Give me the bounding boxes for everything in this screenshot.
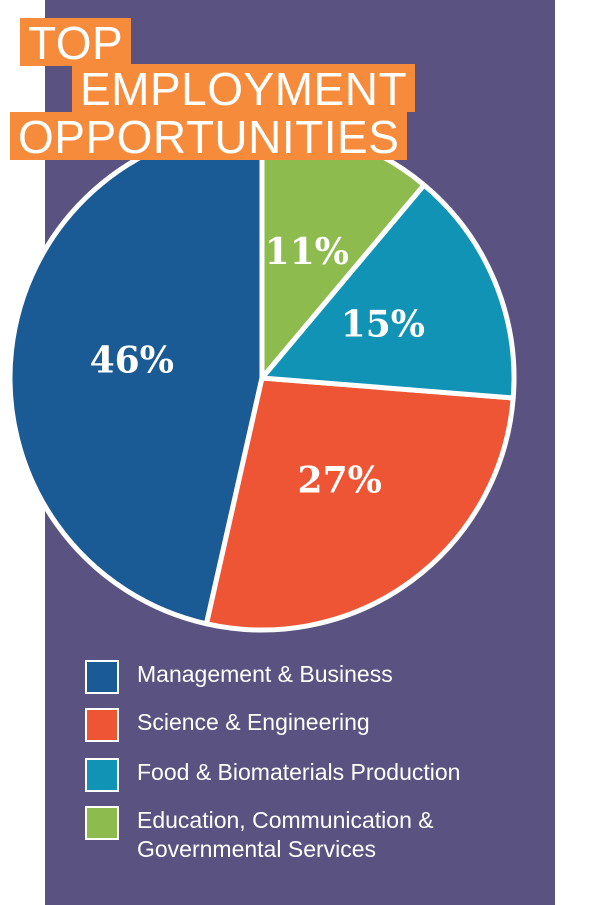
title-line: EMPLOYMENT xyxy=(72,64,416,112)
legend-swatch xyxy=(85,708,119,742)
title-line: TOP xyxy=(20,18,132,66)
legend-label: Education, Communication & Governmental … xyxy=(137,807,434,862)
legend-label: Management & Business xyxy=(137,661,393,687)
legend-swatch xyxy=(85,806,119,840)
legend-swatch xyxy=(85,660,119,694)
pie-slice xyxy=(259,182,517,401)
legend-swatch xyxy=(85,758,119,792)
data-label: 11% xyxy=(265,231,349,273)
data-label: 15% xyxy=(341,303,425,345)
legend-item: Food & Biomaterials Production xyxy=(85,758,545,792)
legend-item: Science & Engineering xyxy=(85,708,545,742)
legend-label: Science & Engineering xyxy=(137,709,370,735)
legend-item: Education, Communication & Governmental … xyxy=(85,806,545,864)
pie-slice xyxy=(203,375,516,633)
data-label: 46% xyxy=(90,339,174,381)
title-line: OPPORTUNITIES xyxy=(10,112,408,160)
legend-item: Management & Business xyxy=(85,660,545,694)
data-label: 27% xyxy=(298,460,382,502)
legend-label: Food & Biomaterials Production xyxy=(137,759,461,785)
